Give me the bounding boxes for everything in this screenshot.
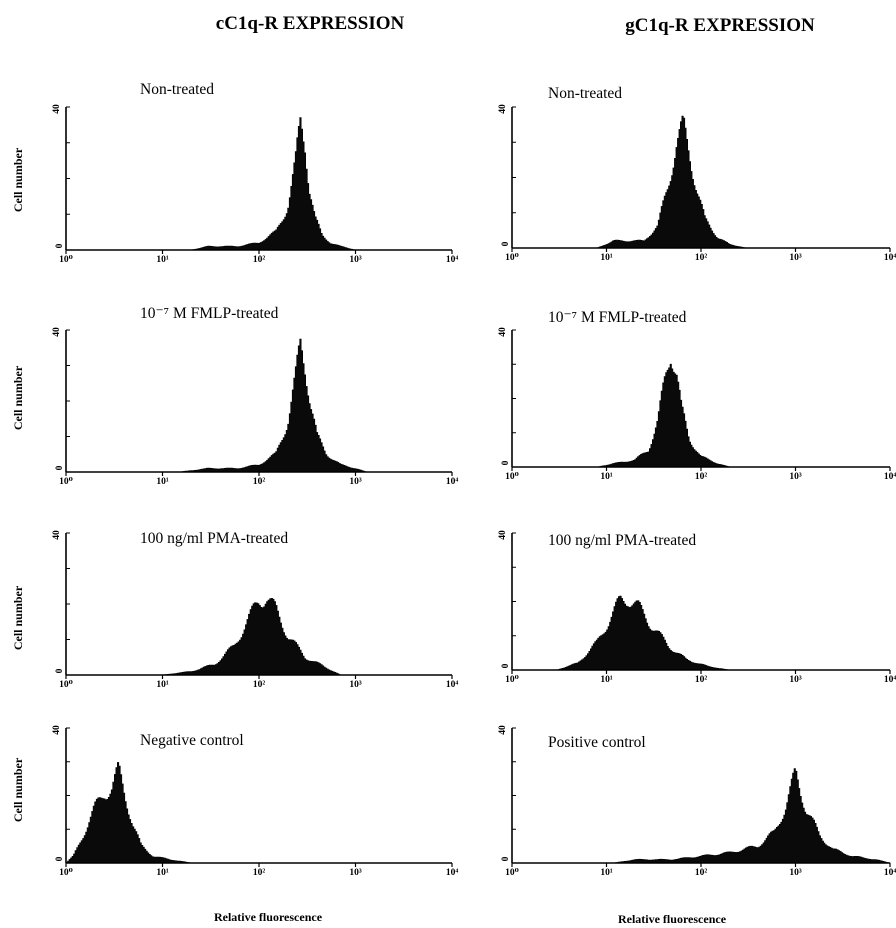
x-tick-label: 10²	[253, 255, 266, 265]
x-tick-label: 10¹	[156, 477, 169, 487]
histogram-area	[65, 762, 452, 864]
y-tick-label-min: 0	[55, 668, 65, 673]
y-tick-label-min: 0	[501, 856, 511, 861]
x-tick-label: 10³	[349, 680, 362, 690]
panel-title: 10⁻⁷ M FMLP-treated	[548, 309, 687, 326]
x-tick-label: 10⁰	[59, 868, 73, 878]
panel-title: Non-treated	[140, 81, 214, 98]
x-tick-label: 10³	[349, 477, 362, 487]
x-tick-label: 10⁴	[884, 868, 896, 878]
histogram-panels: 40 0 10⁰ 10¹ 10² 10³ 10⁴ Non-treated Cell number…	[11, 81, 896, 878]
y-tick-label-min: 0	[55, 856, 65, 861]
x-tick-label: 10⁴	[884, 472, 896, 482]
x-tick-label: 10⁴	[446, 680, 459, 690]
histogram-area	[66, 117, 452, 251]
x-tick-label: 10⁰	[505, 675, 519, 685]
column-title-left: cC1q-R EXPRESSION	[216, 13, 405, 34]
histogram-area	[66, 338, 452, 473]
y-tick-label-max: 40	[498, 530, 508, 540]
y-tick-label-max: 40	[52, 530, 62, 540]
y-tick-label-min: 0	[501, 460, 511, 465]
y-tick-label-max: 40	[52, 104, 62, 114]
x-tick-label: 10³	[789, 472, 802, 482]
histogram-panel: 40 0 10⁰ 10¹ 10² 10³ 10⁴ 10⁻⁷ M FMLP-treated	[498, 309, 896, 482]
x-tick-label: 10⁰	[59, 255, 73, 265]
histogram-panel: 40 0 10⁰ 10¹ 10² 10³ 10⁴ 10⁻⁷ M FMLP-treated Cel…	[11, 305, 458, 487]
x-tick-label: 10³	[789, 675, 802, 685]
x-tick-label: 10³	[789, 868, 802, 878]
histogram-panel: 40 0 10⁰ 10¹ 10² 10³ 10⁴ Non-treated	[498, 85, 896, 263]
x-tick-label: 10⁴	[884, 675, 896, 685]
panel-title: Non-treated	[548, 85, 622, 102]
x-tick-label: 10²	[253, 477, 266, 487]
x-tick-label: 10⁰	[505, 868, 519, 878]
x-tick-label: 10¹	[600, 675, 613, 685]
y-tick-label-max: 40	[52, 327, 62, 337]
x-tick-label: 10²	[253, 868, 266, 878]
histogram-area	[512, 768, 891, 864]
histogram-panel: 40 0 10⁰ 10¹ 10² 10³ 10⁴ Positive control	[498, 725, 896, 878]
histogram-panel: 40 0 10⁰ 10¹ 10² 10³ 10⁴ Negative control Cell n…	[11, 725, 458, 878]
x-tick-label: 10²	[695, 675, 708, 685]
x-tick-label: 10⁰	[59, 477, 73, 487]
y-tick-label-max: 40	[498, 725, 508, 735]
histogram-area	[512, 595, 890, 671]
x-tick-label: 10¹	[600, 472, 613, 482]
x-tick-label: 10³	[349, 255, 362, 265]
x-tick-label: 10⁰	[505, 472, 519, 482]
x-tick-label: 10³	[789, 253, 802, 263]
y-tick-label-min: 0	[501, 663, 511, 668]
y-tick-label-max: 40	[52, 725, 62, 735]
y-tick-label-min: 0	[501, 241, 511, 246]
histogram-panel: 40 0 10⁰ 10¹ 10² 10³ 10⁴ Non-treated Cell number	[11, 81, 458, 265]
x-tick-label: 10⁴	[446, 255, 459, 265]
y-axis-label: Cell number	[11, 757, 25, 822]
y-tick-label-max: 40	[498, 327, 508, 337]
x-tick-label: 10²	[695, 472, 708, 482]
histogram-area	[66, 598, 452, 676]
x-tick-label: 10¹	[600, 868, 613, 878]
panel-title: 10⁻⁷ M FMLP-treated	[140, 305, 279, 322]
panel-title: Negative control	[140, 732, 244, 749]
histogram-panel: 40 0 10⁰ 10¹ 10² 10³ 10⁴ 100 ng/ml PMA-treated C…	[11, 530, 458, 690]
y-axis-label: Cell number	[11, 585, 25, 650]
y-axis-label: Cell number	[11, 365, 25, 430]
x-tick-label: 10¹	[600, 253, 613, 263]
column-title-right: gC1q-R EXPRESSION	[625, 15, 815, 36]
histogram-area	[512, 363, 890, 468]
histogram-area	[512, 115, 890, 249]
x-tick-label: 10⁴	[446, 868, 459, 878]
x-tick-label: 10¹	[156, 868, 169, 878]
x-axis-label-right: Relative fluorescence	[618, 912, 727, 926]
x-tick-label: 10⁴	[884, 253, 896, 263]
x-tick-label: 10⁰	[59, 680, 73, 690]
y-axis-label: Cell number	[11, 147, 25, 212]
x-tick-label: 10¹	[156, 255, 169, 265]
x-tick-label: 10³	[349, 868, 362, 878]
y-tick-label-min: 0	[55, 465, 65, 470]
panel-title: 100 ng/ml PMA-treated	[548, 532, 696, 549]
x-tick-label: 10²	[253, 680, 266, 690]
histogram-panel: 40 0 10⁰ 10¹ 10² 10³ 10⁴ 100 ng/ml PMA-treated	[498, 530, 896, 685]
x-tick-label: 10⁴	[446, 477, 459, 487]
y-tick-label-max: 40	[498, 104, 508, 114]
x-tick-label: 10⁰	[505, 253, 519, 263]
panel-title: Positive control	[548, 734, 646, 751]
x-axis-label-left: Relative fluorescence	[214, 910, 323, 924]
x-tick-label: 10¹	[156, 680, 169, 690]
y-tick-label-min: 0	[55, 243, 65, 248]
x-tick-label: 10²	[695, 253, 708, 263]
panel-title: 100 ng/ml PMA-treated	[140, 530, 288, 547]
x-tick-label: 10²	[695, 868, 708, 878]
